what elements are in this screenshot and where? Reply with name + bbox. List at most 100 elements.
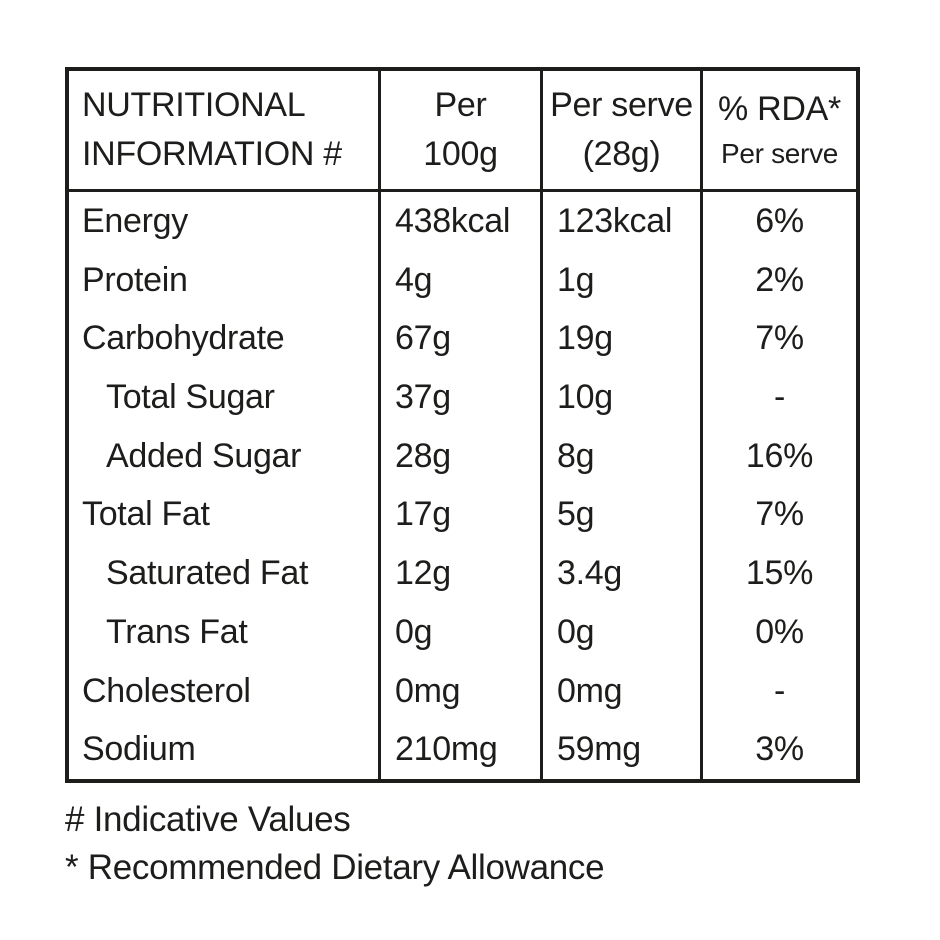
per-serve-cell: 3.4g: [543, 544, 703, 603]
per-serve-cell: 0g: [543, 602, 703, 662]
rda-value: 7%: [755, 319, 804, 358]
per-serve-cell: 0mg: [543, 661, 703, 721]
footnote-rda-definition: * Recommended Dietary Allowance: [65, 848, 605, 888]
table-row: Total Fat 17g 5g 7%: [69, 485, 856, 545]
table-row: Saturated Fat 12g 3.4g 15%: [69, 544, 856, 603]
per-100g-cell: 0mg: [381, 661, 543, 721]
header-per-100g: Per 100g: [381, 71, 543, 189]
table-row: Trans Fat 0g 0g 0%: [69, 602, 856, 662]
per-100g-cell: 12g: [381, 544, 543, 603]
per-100g-value: 210mg: [395, 730, 498, 769]
per-serve-value: 59mg: [557, 730, 641, 769]
per-serve-value: 19g: [557, 319, 613, 358]
header-rda: % RDA* Per serve: [703, 71, 856, 189]
rda-cell: 7%: [703, 309, 856, 368]
rda-cell: 2%: [703, 251, 856, 310]
table-row: Cholesterol 0mg 0mg -: [69, 661, 856, 721]
header-col3-line1: Per serve: [550, 85, 693, 124]
per-serve-cell: 1g: [543, 250, 703, 310]
table-row: Protein 4g 1g 2%: [69, 250, 856, 310]
per-100g-value: 17g: [395, 495, 451, 534]
rda-value: 3%: [755, 730, 804, 769]
table-row: Energy 438kcal 123kcal 6%: [69, 192, 856, 251]
rda-value: -: [773, 671, 786, 710]
nutrient-label-cell: Saturated Fat: [69, 544, 381, 603]
per-serve-cell: 123kcal: [543, 192, 703, 251]
header-per-serve: Per serve (28g): [543, 71, 703, 189]
nutrient-label: Saturated Fat: [106, 554, 309, 593]
per-serve-value: 5g: [557, 495, 595, 534]
header-nutritional-information: NUTRITIONAL INFORMATION #: [69, 71, 381, 189]
per-100g-cell: 28g: [381, 426, 543, 486]
per-serve-value: 1g: [557, 260, 595, 299]
per-100g-value: 4g: [395, 260, 433, 299]
rda-value: -: [773, 378, 786, 417]
per-100g-value: 0mg: [395, 671, 461, 710]
per-100g-cell: 17g: [381, 485, 543, 545]
rda-cell: 6%: [703, 192, 856, 251]
per-100g-value: 438kcal: [395, 201, 511, 240]
nutrition-table: NUTRITIONAL INFORMATION # Per 100g Per s…: [65, 67, 860, 783]
nutrient-label: Trans Fat: [106, 612, 248, 651]
nutrient-label-cell: Protein: [69, 250, 381, 310]
header-col4-line2: Per serve: [720, 138, 839, 170]
per-100g-cell: 67g: [381, 309, 543, 369]
nutrient-label-cell: Sodium: [69, 720, 381, 780]
header-col1-line2: INFORMATION #: [82, 135, 342, 173]
nutrient-label-cell: Trans Fat: [69, 602, 381, 662]
nutrient-label: Total Sugar: [106, 378, 275, 417]
rda-cell: -: [703, 368, 856, 427]
per-serve-cell: 10g: [543, 368, 703, 427]
footnotes: # Indicative Values * Recommended Dietar…: [65, 796, 605, 893]
per-100g-value: 28g: [395, 436, 451, 475]
per-100g-cell: 4g: [381, 250, 543, 310]
rda-value: 6%: [755, 201, 804, 240]
per-100g-cell: 0g: [381, 602, 543, 662]
nutrient-label-cell: Added Sugar: [69, 426, 381, 486]
per-serve-cell: 19g: [543, 309, 703, 369]
nutrient-label-cell: Total Fat: [69, 485, 381, 545]
table-body: Energy 438kcal 123kcal 6% Protein 4g 1g …: [69, 192, 856, 780]
rda-cell: 0%: [703, 603, 856, 662]
per-100g-value: 12g: [395, 554, 451, 593]
rda-cell: -: [703, 662, 856, 721]
per-100g-value: 0g: [395, 612, 433, 651]
rda-cell: 7%: [703, 486, 856, 545]
footnote-indicative-values: # Indicative Values: [65, 800, 351, 839]
nutrient-label: Energy: [82, 201, 188, 240]
header-col2-line1: Per: [434, 85, 487, 124]
per-100g-cell: 210mg: [381, 720, 543, 780]
per-serve-value: 0g: [557, 612, 595, 651]
nutrient-label-cell: Energy: [69, 192, 381, 251]
per-serve-cell: 8g: [543, 426, 703, 486]
rda-value: 16%: [745, 436, 814, 475]
per-100g-cell: 438kcal: [381, 192, 543, 251]
nutrient-label: Total Fat: [82, 495, 210, 534]
nutrient-label: Cholesterol: [82, 671, 251, 710]
table-header-row: NUTRITIONAL INFORMATION # Per 100g Per s…: [69, 71, 856, 192]
rda-cell: 3%: [703, 720, 856, 779]
per-serve-value: 0mg: [557, 671, 623, 710]
nutrient-label: Added Sugar: [106, 436, 302, 475]
rda-cell: 16%: [703, 427, 856, 486]
nutrient-label-cell: Cholesterol: [69, 661, 381, 721]
per-serve-value: 3.4g: [557, 554, 622, 593]
table-row: Total Sugar 37g 10g -: [69, 368, 856, 427]
per-serve-cell: 59mg: [543, 720, 703, 780]
nutrient-label: Protein: [82, 260, 188, 299]
rda-value: 0%: [755, 612, 804, 651]
nutrient-label-cell: Carbohydrate: [69, 309, 381, 369]
rda-value: 2%: [755, 260, 804, 299]
table-row: Sodium 210mg 59mg 3%: [69, 720, 856, 780]
per-serve-value: 10g: [557, 378, 613, 417]
header-col2-line2: 100g: [423, 135, 498, 173]
per-100g-cell: 37g: [381, 368, 543, 427]
nutrient-label: Sodium: [82, 730, 196, 769]
table-row: Added Sugar 28g 8g 16%: [69, 426, 856, 486]
per-serve-value: 123kcal: [557, 201, 673, 240]
header-col1-line1: NUTRITIONAL: [82, 85, 306, 124]
per-100g-value: 37g: [395, 378, 451, 417]
rda-value: 7%: [755, 495, 804, 534]
per-serve-value: 8g: [557, 436, 595, 475]
